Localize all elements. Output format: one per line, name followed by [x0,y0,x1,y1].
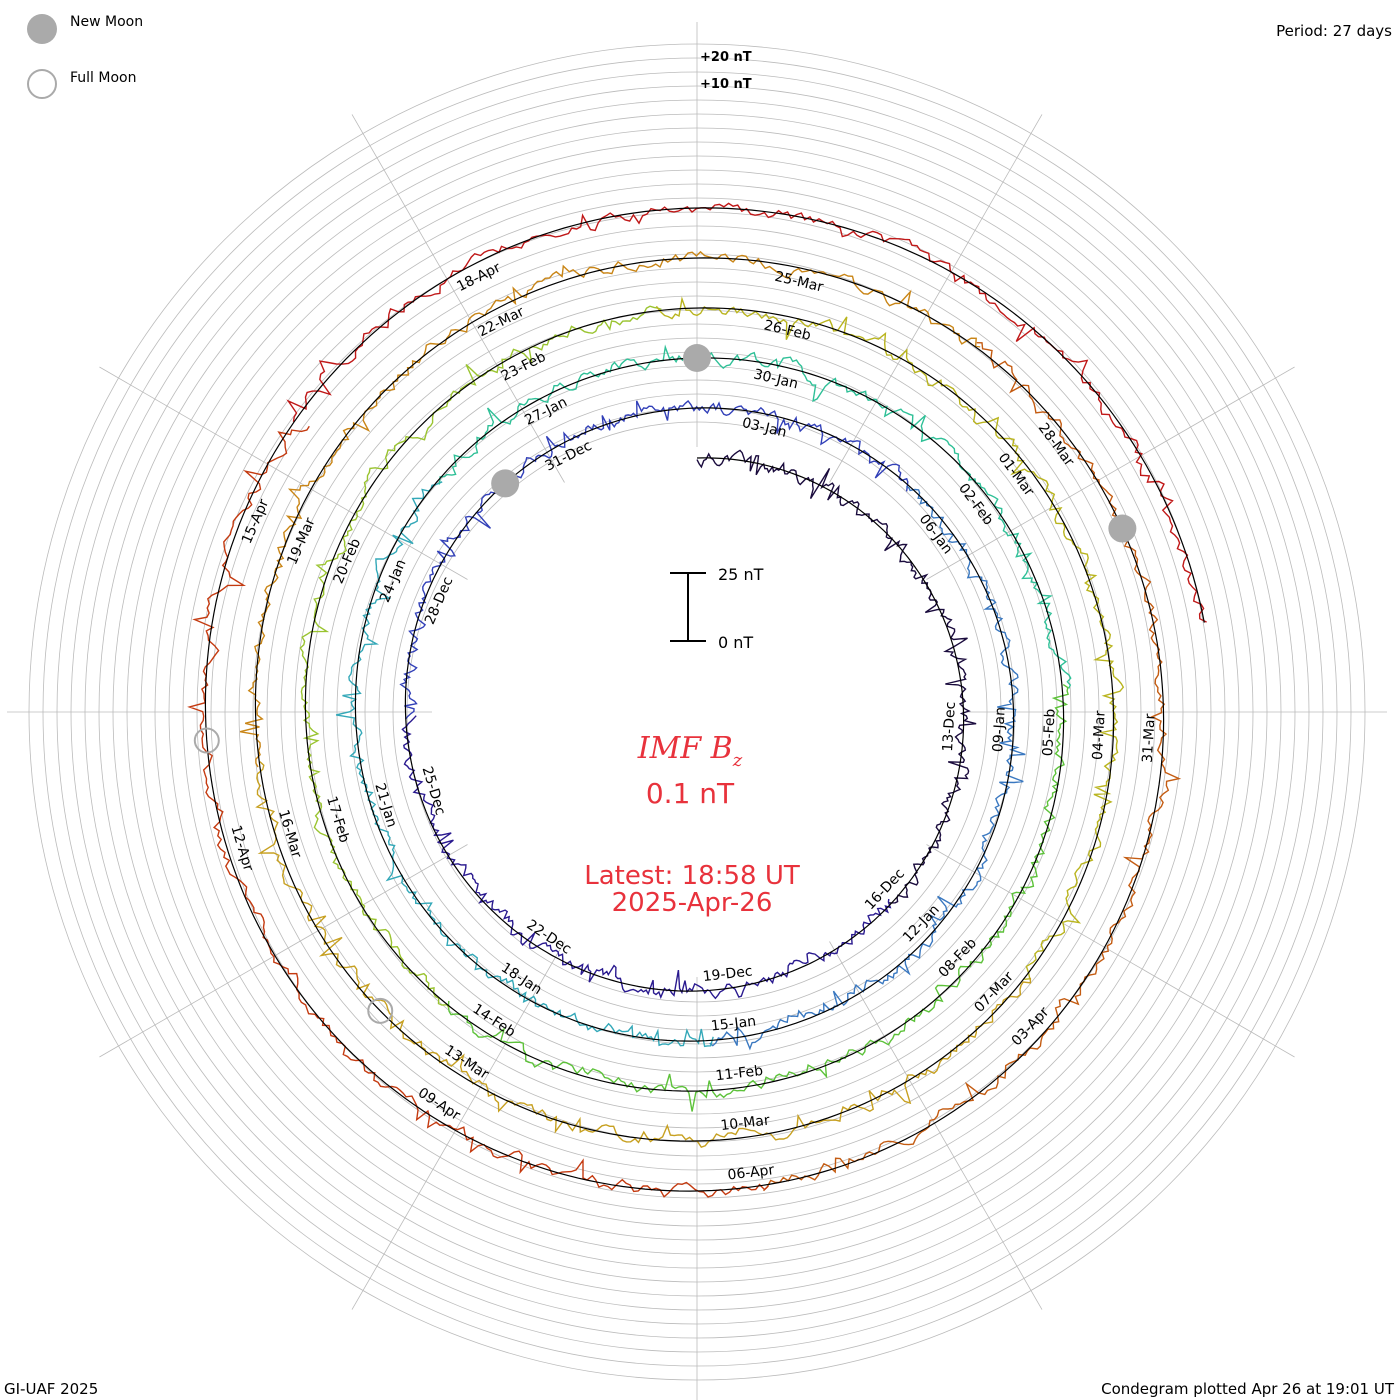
credit-label: GI-UAF 2025 [4,1380,99,1398]
date-tick-label: 03-Apr [1009,1004,1053,1049]
date-tick-label: 03-Jan [740,415,788,441]
new-moon-marker [491,469,520,498]
date-tick-label: 17-Feb [323,794,352,844]
bz-trace-segment [447,684,1069,1112]
new-moon-legend-icon [27,14,57,44]
date-tick-label: 05-Feb [1040,708,1059,757]
date-tick-label: 16-Mar [275,808,305,860]
scale-top-label: 25 nT [718,565,764,584]
radial-spoke [351,114,565,483]
date-tick-label: 01-Mar [995,450,1037,499]
new-moon-marker [1108,514,1137,543]
bz-trace-segment [255,761,1032,1149]
date-tick-label: 13-Dec [940,701,959,752]
date-tick-label: 26-Feb [762,317,812,344]
date-tick-label: 04-Mar [1090,710,1109,760]
radial-spoke [99,366,468,580]
latest-date: 2025-Apr-26 [612,888,773,918]
parameter-title: IMF Bz [637,731,743,771]
current-value: 0.1 nT [646,777,735,810]
date-tick-label: 02-Feb [955,481,996,529]
radial-spoke [829,941,1043,1310]
bz-trace-segment [709,485,1026,1051]
bz-trace-segment [335,481,714,1048]
period-label: Period: 27 days [1276,22,1392,40]
date-tick-label: 19-Mar [284,515,318,567]
radial-spoke [926,366,1295,580]
spokes-layer [7,22,1387,1400]
center-title: IMF Bz 0.1 nT Latest: 18:58 UT 2025-Apr-… [584,731,800,918]
parameter-subscript: z [732,750,743,771]
bz-trace-segment [187,425,769,1198]
scale-bar: 25 nT 0 nT [670,565,764,652]
radial-spoke [926,844,1295,1058]
new-moon-marker [683,344,711,372]
radial-spoke [351,941,565,1310]
bz-trace-segment [696,449,977,904]
full-moon-marker [193,727,220,754]
bz-trace-segment [401,715,892,1000]
date-tick-label: 09-Jan [990,707,1009,753]
bz-trace-segment [763,342,1182,1192]
date-tick-label: 15-Jan [710,1013,757,1034]
date-tick-label: 10-Mar [720,1112,771,1134]
date-tick-label: 31-Dec [543,438,595,475]
date-tick-label: 11-Feb [715,1063,764,1084]
date-tick-label: 06-Apr [727,1162,776,1183]
date-tick-label: 25-Dec [419,765,449,817]
latest-time: Latest: 18:58 UT [584,861,800,891]
parameter-name: IMF B [637,731,733,766]
date-tick-label: 24-Jan [377,557,410,605]
date-tick-label: 19-Dec [702,963,753,985]
baseline-spiral [204,207,1205,1192]
full-moon-legend-icon [27,69,57,99]
scale-bottom-label: 0 nT [718,633,753,652]
bz-trace-segment [299,305,662,1008]
bz-trace-segment [399,399,909,720]
full-moon-marker [367,997,394,1024]
new-moon-legend-label: New Moon [70,14,144,30]
full-moon-legend-label: Full Moon [70,70,137,86]
date-tick-label: 12-Apr [227,824,256,874]
tick-layer: 13-Dec16-Dec19-Dec22-Dec25-Dec28-Dec31-D… [227,260,1158,1184]
moon-layer [193,344,1137,1024]
date-tick-label: 15-Apr [239,497,272,547]
ring-label-plus10: +10 nT [700,77,752,92]
date-tick-label: 07-Mar [971,969,1017,1016]
grid-circle [350,365,1044,1059]
date-tick-label: 30-Jan [752,366,800,392]
date-tick-label: 31-Mar [1140,713,1159,763]
date-tick-label: 08-Feb [936,935,980,981]
date-tick-label: 13-Mar [441,1042,491,1083]
ring-label-plus20: +20 nT [700,50,752,65]
radial-spoke [99,844,468,1058]
date-tick-label: 18-Apr [454,260,503,295]
baseline-layer [204,207,1205,1192]
grid-circle [364,379,1030,1045]
date-tick-label: 20-Feb [331,536,365,586]
date-tick-label: 22-Mar [476,304,527,341]
radial-spoke [829,114,1043,483]
bz-trace-segment [438,344,1072,689]
plotted-label: Condegram plotted Apr 26 at 19:01 UT [1101,1380,1394,1398]
